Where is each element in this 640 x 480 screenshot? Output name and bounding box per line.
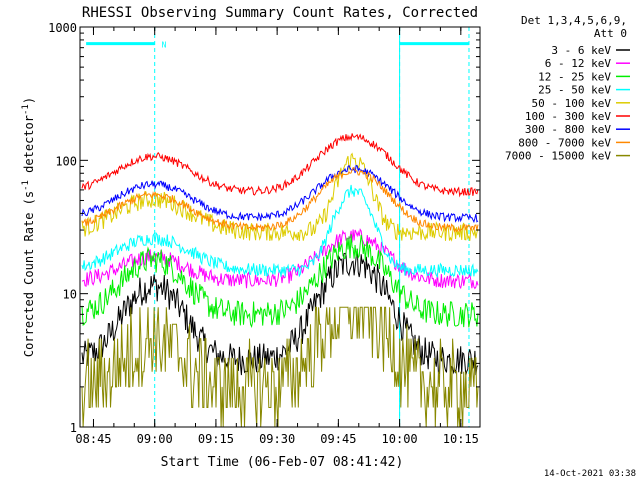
y-tick-label-3: 1000 bbox=[48, 21, 77, 35]
legend-header-0: Det 1,3,4,5,6,9, bbox=[521, 14, 627, 27]
series-line-7 bbox=[81, 167, 479, 233]
plot-frame bbox=[79, 26, 481, 428]
legend-label-4: 50 - 100 keV bbox=[532, 97, 612, 110]
series-line-5 bbox=[81, 133, 479, 198]
x-tick-label-6: 10:15 bbox=[443, 432, 479, 446]
series-line-0 bbox=[81, 248, 479, 376]
y-tick-label-0: 1 bbox=[70, 421, 77, 435]
series-line-2 bbox=[81, 234, 479, 328]
y-axis-label-sup1: -1 bbox=[21, 180, 31, 191]
legend-header-1: Att 0 bbox=[594, 27, 627, 40]
series-line-4 bbox=[81, 152, 479, 242]
y-axis-label-main: Corrected Count Rate (s bbox=[22, 191, 36, 357]
series-line-6 bbox=[81, 164, 479, 224]
legend-label-8: 7000 - 15000 keV bbox=[505, 150, 611, 163]
legend-label-1: 6 - 12 keV bbox=[545, 57, 612, 70]
y-axis-label-sup2: -1 bbox=[21, 104, 31, 115]
series-line-3 bbox=[81, 184, 479, 279]
legend-label-0: 3 - 6 keV bbox=[551, 44, 611, 57]
legend-label-6: 300 - 800 keV bbox=[525, 123, 611, 136]
series-line-8 bbox=[81, 306, 479, 428]
y-tick-label-1: 10 bbox=[63, 288, 77, 302]
y-axis-label-group: Corrected Count Rate (s-1 detector-1) bbox=[21, 97, 36, 357]
legend-label-3: 25 - 50 keV bbox=[538, 84, 611, 97]
saa-marker-label: N bbox=[162, 41, 167, 50]
x-tick-label-3: 09:30 bbox=[259, 432, 295, 446]
y-axis-label-end: ) bbox=[22, 97, 36, 104]
footer-timestamp: 14-Oct-2021 03:38 bbox=[544, 469, 636, 479]
legend-label-2: 12 - 25 keV bbox=[538, 70, 611, 83]
legend-label-7: 800 - 7000 keV bbox=[518, 136, 611, 149]
x-tick-label-5: 10:00 bbox=[382, 432, 418, 446]
x-tick-label-2: 09:15 bbox=[198, 432, 234, 446]
y-tick-label-2: 100 bbox=[55, 154, 77, 168]
legend-label-5: 100 - 300 keV bbox=[525, 110, 611, 123]
x-axis-label-group: Start Time (06-Feb-07 08:41:42) bbox=[161, 455, 404, 470]
x-axis-label: Start Time (06-Feb-07 08:41:42) bbox=[161, 455, 404, 470]
y-axis-label: Corrected Count Rate (s-1 detector-1) bbox=[21, 97, 36, 357]
x-tick-label-1: 09:00 bbox=[137, 432, 173, 446]
x-tick-label-0: 08:45 bbox=[75, 432, 111, 446]
axes: 08:45 09:00 09:15 09:30 09:45 10:00 10:15 1 10 10… bbox=[48, 21, 481, 446]
chart-title: RHESSI Observing Summary Count Rates, Co… bbox=[82, 5, 478, 21]
x-tick-label-4: 09:45 bbox=[320, 432, 356, 446]
title-group: RHESSI Observing Summary Count Rates, Co… bbox=[82, 5, 478, 21]
y-axis-label-mid: detector bbox=[22, 115, 36, 180]
plot-area: N bbox=[81, 27, 479, 428]
